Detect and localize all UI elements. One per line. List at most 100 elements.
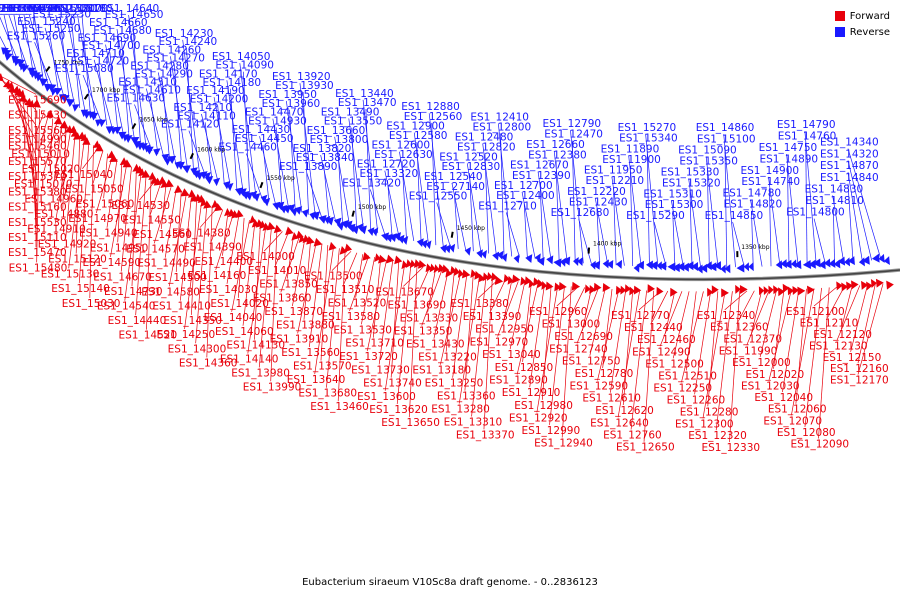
reverse-gene-label[interactable]: ES1_14320 <box>820 148 879 160</box>
reverse-gene-label[interactable]: ES1_16280 <box>0 3 20 15</box>
forward-gene-label[interactable]: ES1_12980 <box>514 400 573 412</box>
reverse-gene-label[interactable]: ES1_12630 <box>374 149 433 161</box>
reverse-gene-label[interactable]: ES1_15080 <box>55 63 114 75</box>
reverse-gene-label[interactable]: ES1_14170 <box>199 68 258 80</box>
forward-gene-label[interactable]: ES1_15110 <box>8 232 67 244</box>
reverse-gene-label[interactable]: ES1_14270 <box>146 52 205 64</box>
forward-gene-label[interactable]: ES1_13720 <box>339 351 398 363</box>
reverse-gene-label[interactable]: ES1_13960 <box>262 98 321 110</box>
forward-gene-label[interactable]: ES1_14350 <box>163 315 222 327</box>
forward-gene-label[interactable]: ES1_12040 <box>754 392 813 404</box>
forward-gene-label[interactable]: ES1_12320 <box>688 430 747 442</box>
reverse-gene-label[interactable]: ES1_13660 <box>307 125 366 137</box>
reverse-gene-label[interactable]: ES1_15170 <box>49 3 108 15</box>
reverse-gene-label[interactable]: ES1_12830 <box>442 161 501 173</box>
reverse-gene-label[interactable]: ES1_14650 <box>105 9 164 21</box>
reverse-gene-label[interactable]: ES1_14240 <box>159 36 218 48</box>
forward-gene-label[interactable]: ES1_13730 <box>351 364 410 376</box>
reverse-gene-label[interactable]: ES1_14900 <box>740 165 799 177</box>
forward-gene-label[interactable]: ES1_12330 <box>701 442 760 454</box>
reverse-gene-label[interactable]: ES1_14680 <box>93 25 152 37</box>
reverse-gene-label[interactable]: ES1_14930 <box>248 115 307 127</box>
reverse-gene-label[interactable]: ES1_14180 <box>202 77 261 89</box>
reverse-gene-label[interactable]: ES1_14840 <box>820 172 879 184</box>
forward-gene-label[interactable]: ES1_12850 <box>495 362 554 374</box>
forward-gene-label[interactable]: ES1_15630 <box>8 110 67 122</box>
forward-gene-label[interactable]: ES1_12300 <box>675 418 734 430</box>
reverse-gene-label[interactable]: ES1_16110 <box>0 3 35 15</box>
forward-gene-label[interactable]: ES1_14590 <box>82 257 141 269</box>
reverse-gene-label[interactable]: ES1_13440 <box>335 88 394 100</box>
reverse-gene-label[interactable]: ES1_12600 <box>371 140 430 152</box>
reverse-gene-label[interactable]: ES1_12820 <box>457 141 516 153</box>
reverse-gene-label[interactable]: ES1_14310 <box>118 77 177 89</box>
forward-gene-label[interactable]: ES1_12780 <box>575 368 634 380</box>
forward-gene-label[interactable]: ES1_15480 <box>9 262 68 274</box>
reverse-gene-label[interactable]: ES1_14700 <box>82 40 141 52</box>
forward-gene-label[interactable]: ES1_14990 <box>8 133 67 145</box>
reverse-gene-label[interactable]: ES1_13320 <box>360 168 419 180</box>
reverse-gene-label[interactable]: ES1_14430 <box>232 124 291 136</box>
forward-gene-label[interactable]: ES1_15530 <box>8 217 67 229</box>
reverse-gene-label[interactable]: ES1_11890 <box>601 143 660 155</box>
forward-gene-label[interactable]: ES1_14950 <box>90 242 149 254</box>
forward-gene-label[interactable]: ES1_14570 <box>126 243 185 255</box>
forward-gene-label[interactable]: ES1_13570 <box>293 361 352 373</box>
forward-gene-label[interactable]: ES1_12030 <box>741 380 800 392</box>
reverse-gene-label[interactable]: ES1_12800 <box>473 121 532 133</box>
reverse-gene-label[interactable]: ES1_14290 <box>134 69 193 81</box>
reverse-gene-label[interactable]: ES1_12660 <box>526 139 585 151</box>
reverse-gene-label[interactable]: ES1_13420 <box>342 177 401 189</box>
reverse-gene-label[interactable]: ES1_15350 <box>679 155 738 167</box>
reverse-gene-label[interactable]: ES1_11950 <box>584 165 643 177</box>
forward-gene-label[interactable]: ES1_15130 <box>41 268 100 280</box>
reverse-gene-label[interactable]: ES1_12880 <box>401 101 460 113</box>
reverse-gene-label[interactable]: ES1_12430 <box>569 196 628 208</box>
reverse-gene-label[interactable]: ES1_12540 <box>424 171 483 183</box>
reverse-gene-label[interactable]: ES1_14850 <box>705 210 764 222</box>
reverse-gene-label[interactable]: ES1_14630 <box>106 92 165 104</box>
forward-gene-label[interactable]: ES1_14940 <box>79 228 138 240</box>
reverse-gene-label[interactable]: ES1_13800 <box>310 134 369 146</box>
forward-gene-label[interactable]: ES1_14060 <box>215 326 274 338</box>
reverse-gene-label[interactable]: ES1_15260 <box>7 30 66 42</box>
forward-gene-label[interactable]: ES1_14390 <box>183 242 242 254</box>
forward-gene-label[interactable]: ES1_13360 <box>437 391 496 403</box>
forward-gene-label[interactable]: ES1_13600 <box>357 391 416 403</box>
reverse-gene-label[interactable]: ES1_14210 <box>173 102 232 114</box>
forward-gene-label[interactable]: ES1_13640 <box>287 374 346 386</box>
forward-gene-label[interactable]: ES1_12120 <box>813 329 872 341</box>
forward-gene-label[interactable]: ES1_14550 <box>122 215 181 227</box>
forward-gene-label[interactable]: ES1_13620 <box>369 404 428 416</box>
forward-gene-label[interactable]: ES1_15370 <box>8 171 67 183</box>
forward-gene-label[interactable]: ES1_14520 <box>119 330 178 342</box>
forward-gene-label[interactable]: ES1_14020 <box>210 298 269 310</box>
reverse-gene-label[interactable]: ES1_14200 <box>190 94 249 106</box>
forward-gene-label[interactable]: ES1_13870 <box>264 306 323 318</box>
forward-gene-label[interactable]: ES1_13850 <box>259 279 318 291</box>
reverse-gene-label[interactable]: ES1_15310 <box>643 188 702 200</box>
reverse-gene-label[interactable]: ES1_15430 <box>1 3 60 15</box>
reverse-gene-label[interactable]: ES1_13890 <box>279 161 338 173</box>
forward-gene-label[interactable]: ES1_14490 <box>137 258 196 270</box>
reverse-gene-label[interactable]: ES1_13550 <box>324 116 383 128</box>
forward-gene-label[interactable]: ES1_12080 <box>777 427 836 439</box>
reverse-gene-label[interactable]: ES1_12560 <box>404 111 463 123</box>
forward-gene-label[interactable]: ES1_12280 <box>680 406 739 418</box>
reverse-gene-label[interactable]: ES1_14800 <box>786 207 845 219</box>
forward-gene-label[interactable]: ES1_15470 <box>8 247 67 259</box>
forward-gene-label[interactable]: ES1_13000 <box>542 318 601 330</box>
reverse-gene-label[interactable]: ES1_15330 <box>661 166 720 178</box>
forward-gene-label[interactable]: ES1_12920 <box>509 412 568 424</box>
forward-gene-label[interactable]: ES1_14410 <box>152 301 211 313</box>
reverse-gene-label[interactable]: ES1_12790 <box>542 118 601 130</box>
reverse-gene-label[interactable]: ES1_12720 <box>357 159 416 171</box>
forward-gene-label[interactable]: ES1_12690 <box>554 331 613 343</box>
forward-gene-label[interactable]: ES1_12440 <box>624 322 683 334</box>
forward-gene-label[interactable]: ES1_11990 <box>719 345 778 357</box>
forward-gene-label[interactable]: ES1_12150 <box>823 352 882 364</box>
forward-gene-label[interactable]: ES1_15160 <box>8 202 67 214</box>
forward-gene-label[interactable]: ES1_14140 <box>220 354 279 366</box>
reverse-gene-label[interactable]: ES1_14830 <box>805 183 864 195</box>
reverse-gene-label[interactable]: ES1_15270 <box>618 122 677 134</box>
